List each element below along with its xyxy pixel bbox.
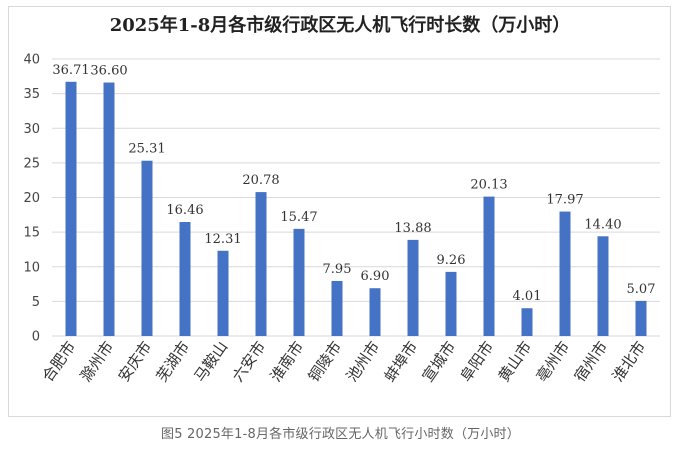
bar (141, 160, 153, 336)
x-category-label: 池州市 (343, 338, 384, 385)
x-category-label: 合肥市 (39, 338, 80, 385)
bar (65, 81, 77, 336)
bar (597, 236, 609, 336)
y-tick-label: 0 (32, 330, 40, 345)
bar-value-label: 17.97 (546, 193, 583, 208)
bar-value-label: 20.13 (470, 178, 507, 193)
bar-chart: 2025年1-8月各市级行政区无人机飞行时长数（万小时） 0 5 10 15 20 25 3… (23, 14, 660, 385)
x-category-label: 铜陵市 (305, 338, 346, 385)
bar (293, 228, 305, 336)
x-category-label: 宿州市 (571, 338, 612, 385)
bar-value-label: 7.95 (323, 262, 352, 277)
category-labels: 合肥市滁州市安庆市芜湖市马鞍山六安市淮南市铜陵市池州市蚌埠市宣城市阜阳市黄山市亳… (39, 338, 650, 385)
bar (407, 239, 419, 336)
bar-value-label: 13.88 (394, 221, 431, 236)
y-tick-label: 20 (23, 191, 40, 206)
x-category-label: 阜阳市 (457, 338, 498, 385)
bar (179, 222, 191, 336)
bar (635, 300, 647, 336)
bar-value-label: 5.07 (627, 282, 656, 297)
x-category-label: 芜湖市 (153, 338, 194, 385)
x-category-label: 淮南市 (267, 338, 308, 385)
x-category-label: 亳州市 (533, 338, 574, 385)
x-category-label: 安庆市 (115, 338, 156, 385)
bar-value-label: 16.46 (166, 203, 203, 218)
x-category-label: 宣城市 (419, 338, 460, 385)
bar-value-label: 36.60 (90, 64, 127, 79)
bars (65, 81, 647, 336)
y-axis: 0 5 10 15 20 25 30 35 40 (23, 53, 40, 345)
figure-caption: 图5 2025年1-8月各市级行政区无人机飞行小时数（万小时） (161, 427, 520, 442)
bar (369, 288, 381, 336)
bar-value-label: 12.31 (204, 232, 241, 247)
x-category-label: 蚌埠市 (381, 338, 422, 385)
x-category-label: 马鞍山 (191, 338, 232, 385)
y-tick-label: 40 (23, 53, 40, 68)
y-tick-label: 35 (23, 87, 40, 102)
bar-value-label: 6.90 (361, 269, 390, 284)
bar (483, 196, 495, 336)
bar (103, 82, 115, 336)
bar (445, 271, 457, 336)
bar (521, 308, 533, 336)
x-category-label: 滁州市 (77, 338, 118, 385)
bar-value-label: 9.26 (437, 253, 466, 268)
bar-value-label: 36.71 (52, 63, 89, 78)
grid-lines (52, 58, 660, 337)
bar-value-label: 4.01 (513, 289, 542, 304)
x-category-label: 黄山市 (495, 338, 536, 385)
x-category-label: 六安市 (229, 338, 270, 385)
bar (559, 211, 571, 336)
y-tick-label: 5 (32, 295, 40, 310)
bar (331, 280, 343, 336)
y-tick-label: 25 (23, 156, 40, 171)
x-category-label: 淮北市 (609, 338, 650, 385)
bar-value-label: 15.47 (280, 210, 317, 225)
bar-value-label: 20.78 (242, 173, 279, 188)
chart-frame (8, 6, 671, 417)
bar-value-label: 14.40 (584, 217, 621, 232)
chart-title: 2025年1-8月各市级行政区无人机飞行时长数（万小时） (110, 14, 571, 36)
bar-value-label: 25.31 (128, 142, 165, 157)
y-tick-label: 30 (23, 122, 40, 137)
y-tick-label: 15 (23, 226, 40, 241)
bar (255, 192, 267, 336)
bar (217, 250, 229, 336)
y-tick-label: 10 (23, 260, 40, 275)
